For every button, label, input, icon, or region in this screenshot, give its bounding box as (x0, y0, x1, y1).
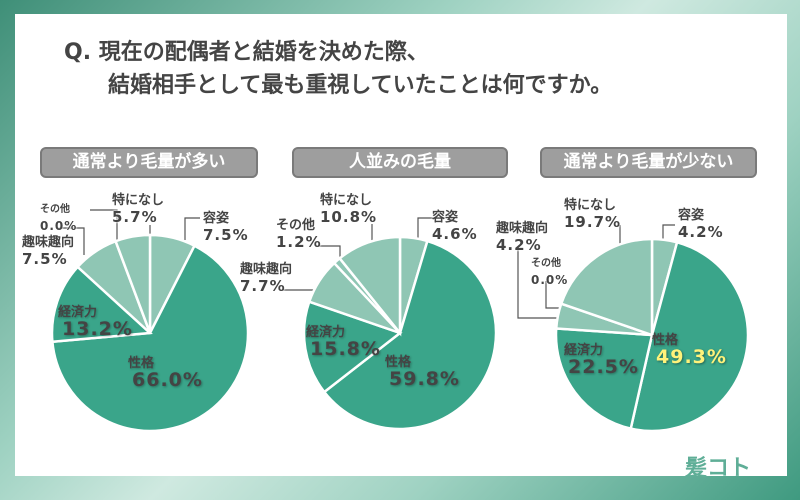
value-label: 7.5% (203, 226, 249, 244)
value-label: 59.8% (389, 368, 460, 390)
pie-slice-3-2 (554, 327, 654, 431)
category-label: 趣味趣向 (22, 235, 75, 250)
pie-slice-2-1 (322, 239, 498, 431)
logo: 髪コト (685, 456, 752, 481)
category-label: 特になし (320, 193, 373, 208)
data-label: 性格 49.3% (652, 333, 727, 368)
category-label: 趣味趣向 (240, 262, 293, 277)
leader-line (417, 217, 433, 242)
pie-slice-3-5 (559, 237, 654, 337)
value-label: 7.5% (22, 250, 68, 268)
chart-3-title: 通常より毛量が少ない (540, 147, 757, 178)
category-label: 特になし (112, 193, 165, 208)
chart-2-title: 人並みの毛量 (292, 147, 508, 178)
data-label: 経済力 13.2% (58, 305, 133, 340)
category-label: その他 (531, 258, 561, 269)
question-line-1: Q. 現在の配偶者と結婚を決めた際、 (64, 40, 429, 65)
data-label: 特になし 10.8% (320, 193, 377, 225)
category-label: 経済力 (564, 343, 604, 358)
category-label: 経済力 (306, 325, 346, 340)
pie-slice-2-2 (302, 300, 403, 394)
pie-slice-1-1 (51, 244, 250, 433)
data-label: その他 1.2% (276, 218, 322, 250)
value-label: 4.2% (678, 223, 724, 241)
data-label: 性格 59.8% (385, 355, 460, 390)
value-label: 4.6% (432, 225, 478, 243)
category-label: 性格 (652, 333, 679, 348)
data-label: 経済力 22.5% (564, 343, 639, 378)
category-label: 経済力 (58, 305, 98, 320)
value-label: 13.2% (62, 318, 133, 340)
pie-slice-2-5 (337, 235, 402, 337)
chart-1-title: 通常より毛量が多い (40, 147, 258, 178)
category-label: 容姿 (678, 208, 705, 223)
data-label: 経済力 15.8% (306, 325, 381, 360)
data-label: その他 0.0% (40, 202, 77, 234)
value-label: 22.5% (568, 356, 639, 378)
value-label: 66.0% (132, 369, 203, 391)
pie-slice-3-1 (629, 240, 750, 433)
category-label: その他 (40, 204, 70, 215)
value-label: 15.8% (310, 338, 381, 360)
value-label: 4.2% (496, 236, 542, 254)
category-label: 性格 (385, 355, 412, 370)
pie-slice-1-5 (114, 233, 152, 334)
leader-line (545, 281, 560, 309)
data-label: 趣味趣向 7.7% (240, 262, 292, 294)
value-label: 10.8% (320, 208, 378, 226)
data-label: 特になし 5.7% (112, 193, 164, 225)
data-label: 趣味趣向 7.5% (22, 235, 74, 267)
value-label: 49.3% (656, 346, 727, 368)
data-label: 容姿 4.2% (678, 208, 724, 240)
value-label: 7.7% (240, 277, 286, 295)
category-label: 趣味趣向 (496, 221, 549, 236)
data-label: 趣味趣向 4.2% (496, 221, 548, 253)
pie-slice-1-2 (50, 265, 153, 344)
category-label: 容姿 (432, 210, 459, 225)
category-label: その他 (276, 218, 316, 233)
question-title: Q. 現在の配偶者と結婚を決めた際、結婚相手として最も重視していたことは何ですか… (64, 36, 612, 102)
data-label: 性格 66.0% (128, 356, 203, 391)
value-label: 1.2% (276, 233, 322, 251)
data-label: 容姿 4.6% (432, 210, 478, 242)
value-label: 19.7% (564, 213, 622, 231)
leader-line (90, 209, 118, 243)
question-line-2: 結婚相手として最も重視していたことは何ですか。 (108, 73, 613, 98)
category-label: 容姿 (203, 211, 230, 226)
leader-line (184, 217, 200, 240)
value-label: 5.7% (112, 208, 158, 226)
category-label: 性格 (128, 356, 155, 371)
data-label: その他 0.0% (531, 256, 568, 288)
category-label: 特になし (564, 198, 617, 213)
value-label: 0.0% (531, 273, 569, 287)
leader-line (57, 227, 85, 255)
leader-line (517, 250, 559, 319)
data-label: 容姿 7.5% (203, 211, 249, 243)
value-label: 0.0% (40, 219, 78, 233)
leader-line (662, 224, 675, 245)
data-label: 特になし 19.7% (564, 198, 621, 230)
